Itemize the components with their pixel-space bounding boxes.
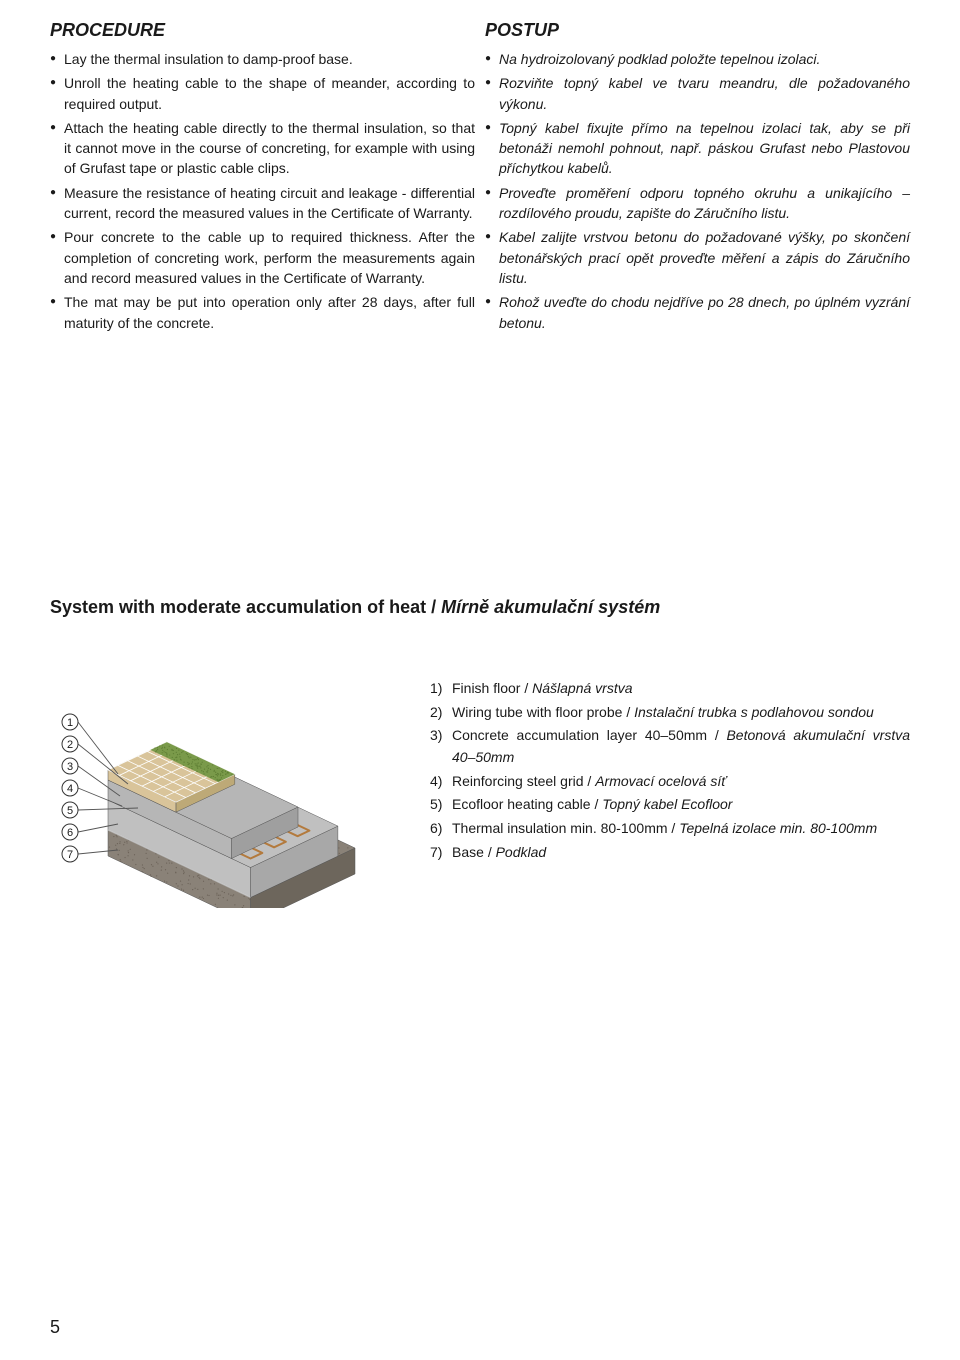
left-column: PROCEDURE Lay the thermal insulation to … (50, 20, 475, 337)
svg-text:7: 7 (67, 849, 73, 861)
procedure-title: PROCEDURE (50, 20, 475, 41)
svg-text:4: 4 (67, 783, 73, 795)
postup-item: Na hydroizolovaný podklad položte tepeln… (485, 49, 910, 69)
diagram-row: 1 2 3 4 5 6 7 1)Finish floor / Nášlapná vrstva… (50, 678, 910, 908)
legend-item: 3)Concrete accumulation layer 40–50mm / … (430, 725, 910, 768)
slash: / (431, 597, 441, 617)
procedure-list: Lay the thermal insulation to damp-proof… (50, 49, 475, 333)
svg-text:5: 5 (67, 805, 73, 817)
procedure-item: Lay the thermal insulation to damp-proof… (50, 49, 475, 69)
postup-list: Na hydroizolovaný podklad položte tepeln… (485, 49, 910, 333)
floor-layers-diagram: 1 2 3 4 5 6 7 (50, 678, 390, 908)
postup-item: Proveďte proměření odporu topného okruhu… (485, 183, 910, 224)
svg-text:1: 1 (67, 717, 73, 729)
legend-item: 6)Thermal insulation min. 80-100mm / Tep… (430, 818, 910, 840)
diagram-container: 1 2 3 4 5 6 7 (50, 678, 390, 908)
postup-item: Topný kabel fixujte přímo na tepelnou iz… (485, 118, 910, 179)
legend-item: 4)Reinforcing steel grid / Armovací ocel… (430, 771, 910, 793)
svg-text:2: 2 (67, 739, 73, 751)
diagram-legend: 1)Finish floor / Nášlapná vrstva 2)Wirin… (430, 678, 910, 866)
legend-item: 1)Finish floor / Nášlapná vrstva (430, 678, 910, 700)
legend-list: 1)Finish floor / Nášlapná vrstva 2)Wirin… (430, 678, 910, 864)
svg-text:3: 3 (67, 761, 73, 773)
procedure-item: Attach the heating cable directly to the… (50, 118, 475, 179)
postup-item: Rohož uveďte do chodu nejdříve po 28 dne… (485, 292, 910, 333)
subheading-en: System with moderate accumulation of hea… (50, 597, 426, 617)
page-number: 5 (50, 1317, 60, 1338)
postup-title: POSTUP (485, 20, 910, 41)
section-subheading: System with moderate accumulation of hea… (50, 597, 910, 618)
two-column-section: PROCEDURE Lay the thermal insulation to … (50, 20, 910, 337)
legend-item: 5)Ecofloor heating cable / Topný kabel E… (430, 794, 910, 816)
procedure-item: Pour concrete to the cable up to require… (50, 227, 475, 288)
legend-item: 2)Wiring tube with floor probe / Instala… (430, 702, 910, 724)
legend-item: 7)Base / Podklad (430, 842, 910, 864)
svg-text:6: 6 (67, 827, 73, 839)
procedure-item: The mat may be put into operation only a… (50, 292, 475, 333)
subheading-cz: Mírně akumulační systém (441, 597, 660, 617)
postup-item: Rozviňte topný kabel ve tvaru meandru, d… (485, 73, 910, 114)
procedure-item: Unroll the heating cable to the shape of… (50, 73, 475, 114)
postup-item: Kabel zalijte vrstvou betonu do požadova… (485, 227, 910, 288)
procedure-item: Measure the resistance of heating circui… (50, 183, 475, 224)
right-column: POSTUP Na hydroizolovaný podklad položte… (485, 20, 910, 337)
